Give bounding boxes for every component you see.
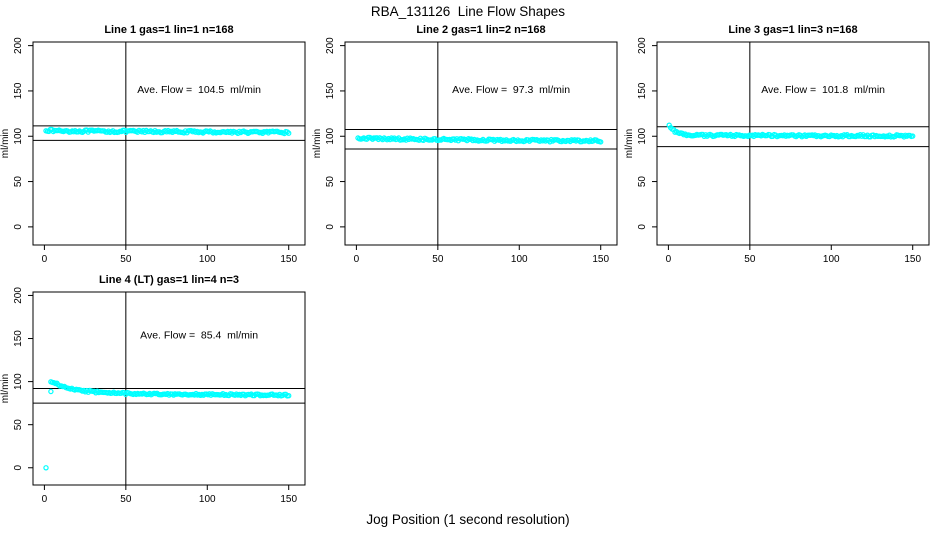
panel-line-4: Line 4 (LT) gas=1 lin=4 n=3 0 50 100 150 0 50 1… [0, 272, 312, 522]
x-tick-label: 150 [592, 254, 609, 265]
outlier-point [43, 465, 49, 471]
ave-flow-annotation: Ave. Flow = 101.8 ml/min [761, 84, 885, 96]
panel-title: Line 4 (LT) gas=1 lin=4 n=3 [99, 274, 239, 286]
panel-title: Line 3 gas=1 lin=3 n=168 [728, 24, 857, 36]
panel-title: Line 2 gas=1 lin=2 n=168 [416, 24, 545, 36]
outlier-point [48, 388, 54, 395]
data-point [286, 392, 292, 399]
y-axis-label: ml/min [624, 129, 635, 158]
panel-line-1: Line 1 gas=1 lin=1 n=168 0 50 100 150 0 50 100 1… [0, 20, 312, 270]
y-tick-label: 50 [13, 419, 24, 431]
panel-line-4-chart: Line 4 (LT) gas=1 lin=4 n=3 0 50 100 150 0 50 1… [0, 274, 306, 505]
x-tick-label: 0 [42, 494, 48, 505]
plot-box [344, 41, 618, 246]
data-points [355, 134, 604, 145]
panel-line-1-chart: Line 1 gas=1 lin=1 n=168 0 50 100 150 0 50 100 1… [0, 24, 306, 265]
figure-title: RBA_131126 Line Flow Shapes [370, 4, 566, 19]
panel-line-2-chart: Line 2 gas=1 lin=2 n=168 0 50 100 150 0 50 100 1… [312, 24, 618, 265]
x-tick-label: 100 [511, 254, 528, 265]
data-point [910, 133, 916, 139]
y-tick-label: 50 [637, 176, 648, 188]
data-points [666, 122, 916, 140]
data-point [286, 130, 292, 136]
x-tick-label: 100 [823, 254, 840, 265]
y-tick-label: 200 [637, 37, 648, 54]
x-tick-label: 50 [432, 254, 444, 265]
y-tick-label: 0 [637, 224, 648, 230]
y-tick-label: 0 [325, 224, 336, 230]
panel-line-3: Line 3 gas=1 lin=3 n=168 0 50 100 150 0 50 100 1… [624, 20, 936, 270]
data-points [43, 379, 292, 471]
y-tick-label: 50 [325, 176, 336, 188]
y-tick-label: 150 [13, 82, 24, 99]
plot-box [32, 41, 306, 246]
x-tick-label: 0 [354, 254, 360, 265]
y-axis-label: ml/min [0, 374, 11, 403]
panel-line-2: Line 2 gas=1 lin=2 n=168 0 50 100 150 0 50 100 1… [312, 20, 624, 270]
y-axis-label: ml/min [312, 129, 323, 158]
y-tick-label: 200 [13, 287, 24, 304]
y-tick-label: 100 [325, 127, 336, 144]
x-tick-label: 50 [120, 254, 132, 265]
x-tick-label: 150 [904, 254, 921, 265]
x-tick-label: 0 [42, 254, 48, 265]
ave-flow-annotation: Ave. Flow = 97.3 ml/min [452, 84, 570, 96]
y-tick-label: 0 [13, 465, 24, 471]
y-axis-label: ml/min [0, 129, 11, 158]
x-tick-label: 100 [199, 494, 216, 505]
y-tick-label: 50 [13, 176, 24, 188]
x-tick-label: 50 [744, 254, 756, 265]
ave-flow-annotation: Ave. Flow = 85.4 ml/min [140, 330, 258, 342]
x-tick-label: 0 [666, 254, 672, 265]
y-tick-label: 100 [13, 127, 24, 144]
y-tick-label: 100 [637, 127, 648, 144]
y-tick-label: 150 [13, 330, 24, 347]
y-tick-label: 0 [13, 224, 24, 230]
y-tick-label: 150 [637, 82, 648, 99]
ave-flow-annotation: Ave. Flow = 104.5 ml/min [137, 84, 261, 96]
panel-line-3-chart: Line 3 gas=1 lin=3 n=168 0 50 100 150 0 50 100 1… [624, 24, 930, 265]
y-tick-label: 150 [325, 82, 336, 99]
y-tick-label: 200 [13, 37, 24, 54]
x-tick-label: 100 [199, 254, 216, 265]
x-tick-label: 50 [120, 494, 132, 505]
x-tick-label: 150 [280, 254, 297, 265]
panel-title: Line 1 gas=1 lin=1 n=168 [104, 24, 233, 36]
data-points [43, 126, 292, 137]
y-tick-label: 100 [13, 373, 24, 390]
plot-box [656, 41, 930, 246]
x-axis-caption: Jog Position (1 second resolution) [366, 512, 570, 527]
data-point [598, 139, 604, 145]
y-tick-label: 200 [325, 37, 336, 54]
x-tick-label: 150 [280, 494, 297, 505]
